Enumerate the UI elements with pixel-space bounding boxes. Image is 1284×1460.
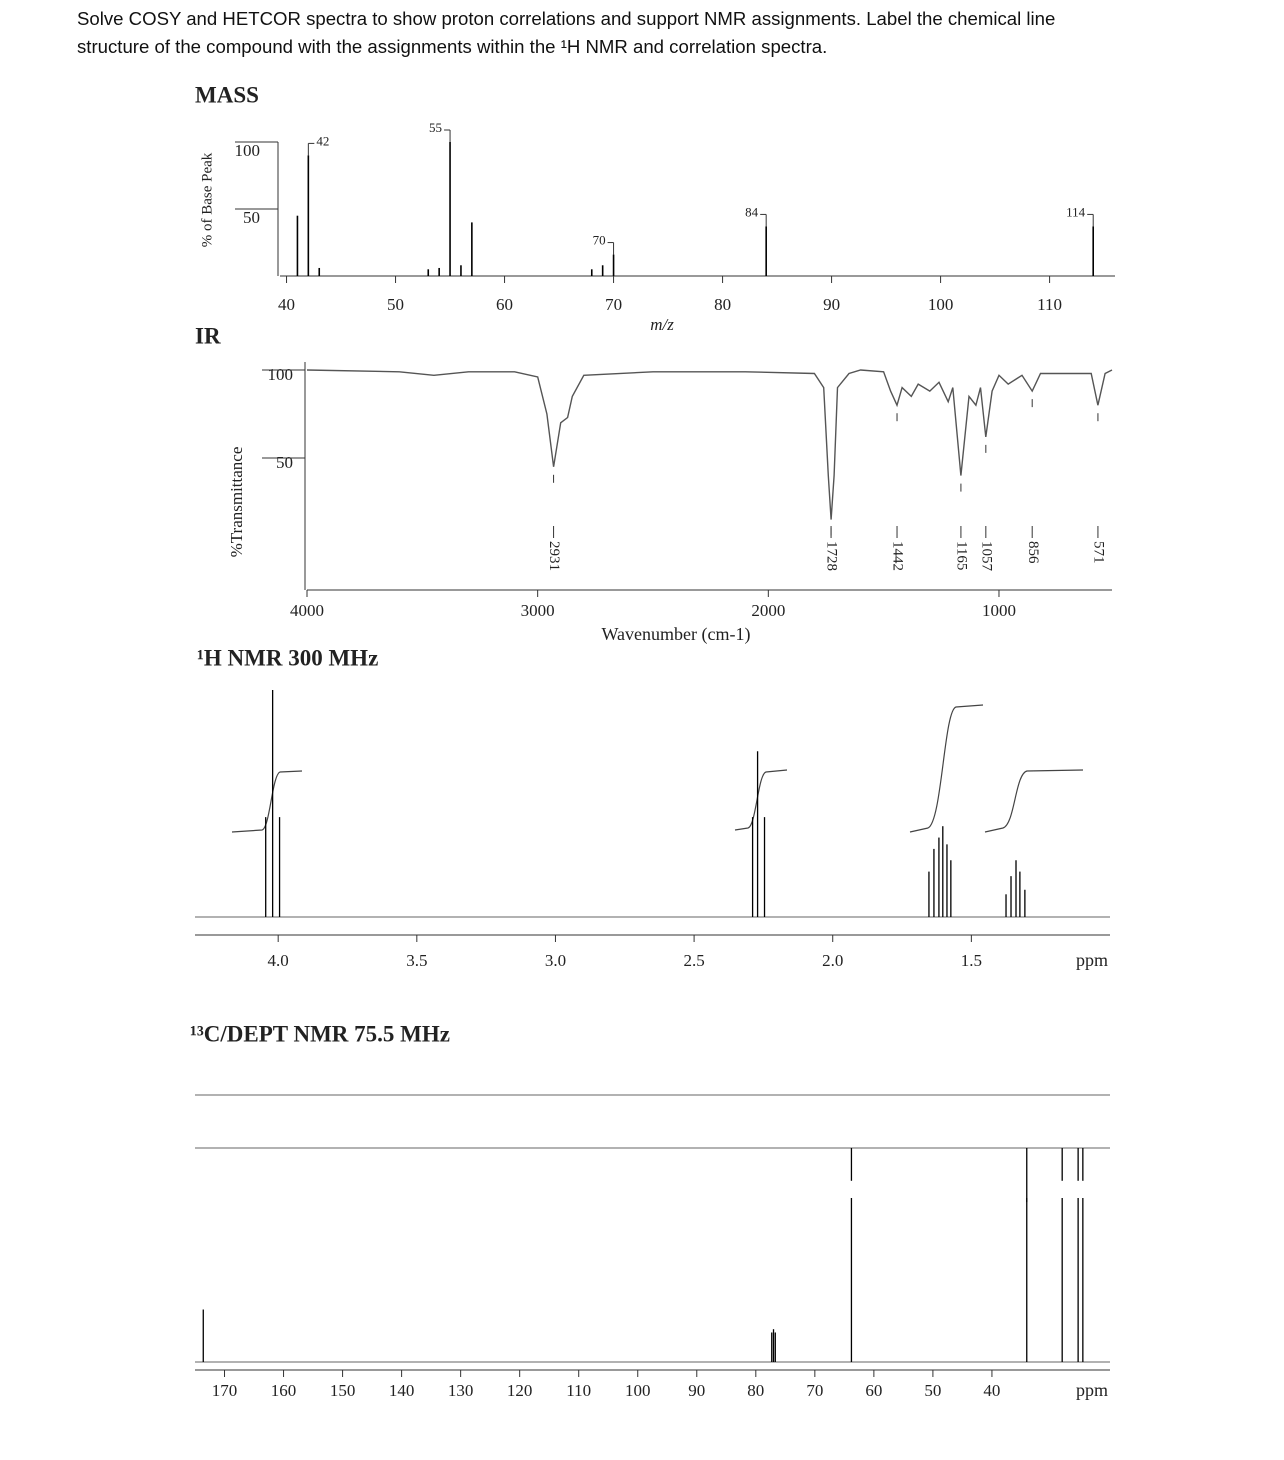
x-axis-label: m/z (650, 315, 674, 334)
x-tick-label: 4.0 (268, 951, 289, 970)
y-axis-label: %Transmittance (227, 447, 246, 558)
peak-label: 2931 (546, 541, 562, 571)
x-tick-label: 110 (566, 1381, 591, 1400)
chart-title: MASS (195, 82, 259, 107)
integral (231, 770, 303, 833)
x-tick-label: 100 (928, 295, 954, 314)
x-tick-label: 40 (983, 1381, 1000, 1400)
x-tick-label: 2.0 (822, 951, 843, 970)
x-tick-label: 120 (507, 1381, 533, 1400)
peak-label: 42 (316, 133, 329, 148)
x-tick-label: 1.5 (961, 951, 982, 970)
peak-label: 856 (1025, 541, 1041, 564)
x-tick-label: 2000 (751, 601, 785, 620)
x-tick-label: 90 (823, 295, 840, 314)
x-tick-label: 2.5 (683, 951, 704, 970)
integral (734, 769, 788, 831)
chart-title: ¹³C/DEPT NMR 75.5 MHz (190, 1021, 450, 1046)
integral (984, 769, 1084, 833)
x-tick-label: 60 (865, 1381, 882, 1400)
y-tick-label: 100 (235, 141, 261, 160)
x-tick-label: 70 (806, 1381, 823, 1400)
x-tick-label: 70 (605, 295, 622, 314)
y-tick-label: 50 (243, 208, 260, 227)
question-line: Solve COSY and HETCOR spectra to show pr… (77, 8, 1056, 29)
x-axis-label: Wavenumber (cm-1) (602, 624, 751, 645)
x-tick-label: 3000 (521, 601, 555, 620)
x-tick-label: 140 (389, 1381, 415, 1400)
chart-title: IR (195, 323, 221, 348)
peak-label: 1442 (890, 541, 906, 571)
x-tick-label: 1000 (982, 601, 1016, 620)
chart-title: ¹H NMR 300 MHz (197, 645, 378, 670)
x-tick-label: 40 (278, 295, 295, 314)
peak-label: 1165 (953, 541, 969, 570)
x-tick-label: 150 (330, 1381, 356, 1400)
y-tick-label: 100 (268, 365, 294, 384)
x-tick-label: 110 (1037, 295, 1062, 314)
x-axis-label: ppm (1076, 950, 1108, 970)
x-tick-label: 160 (271, 1381, 297, 1400)
question-line: structure of the compound with the assig… (77, 36, 828, 57)
integral (909, 704, 984, 833)
x-tick-label: 50 (387, 295, 404, 314)
y-axis-label: % of Base Peak (199, 152, 215, 247)
x-tick-label: 100 (625, 1381, 651, 1400)
x-tick-label: 130 (448, 1381, 474, 1400)
peak-label: 571 (1090, 541, 1106, 564)
peak-label: 1057 (978, 541, 994, 572)
x-tick-label: 60 (496, 295, 513, 314)
ir-trace (306, 369, 1113, 520)
x-tick-label: 80 (714, 295, 731, 314)
x-tick-label: 50 (924, 1381, 941, 1400)
peak-label: 114 (1066, 204, 1086, 219)
x-tick-label: 170 (212, 1381, 238, 1400)
x-axis-label: ppm (1076, 1380, 1108, 1400)
peak-label: 84 (745, 204, 759, 219)
x-tick-label: 80 (747, 1381, 764, 1400)
x-tick-label: 4000 (290, 601, 324, 620)
integral-curves (231, 704, 1084, 833)
x-tick-label: 3.0 (545, 951, 566, 970)
y-tick-label: 50 (276, 453, 293, 472)
peak-label: 70 (593, 233, 606, 248)
x-tick-label: 90 (688, 1381, 705, 1400)
peak-label: 1728 (824, 541, 840, 571)
x-tick-label: 3.5 (406, 951, 427, 970)
peak-label: 55 (429, 120, 442, 135)
